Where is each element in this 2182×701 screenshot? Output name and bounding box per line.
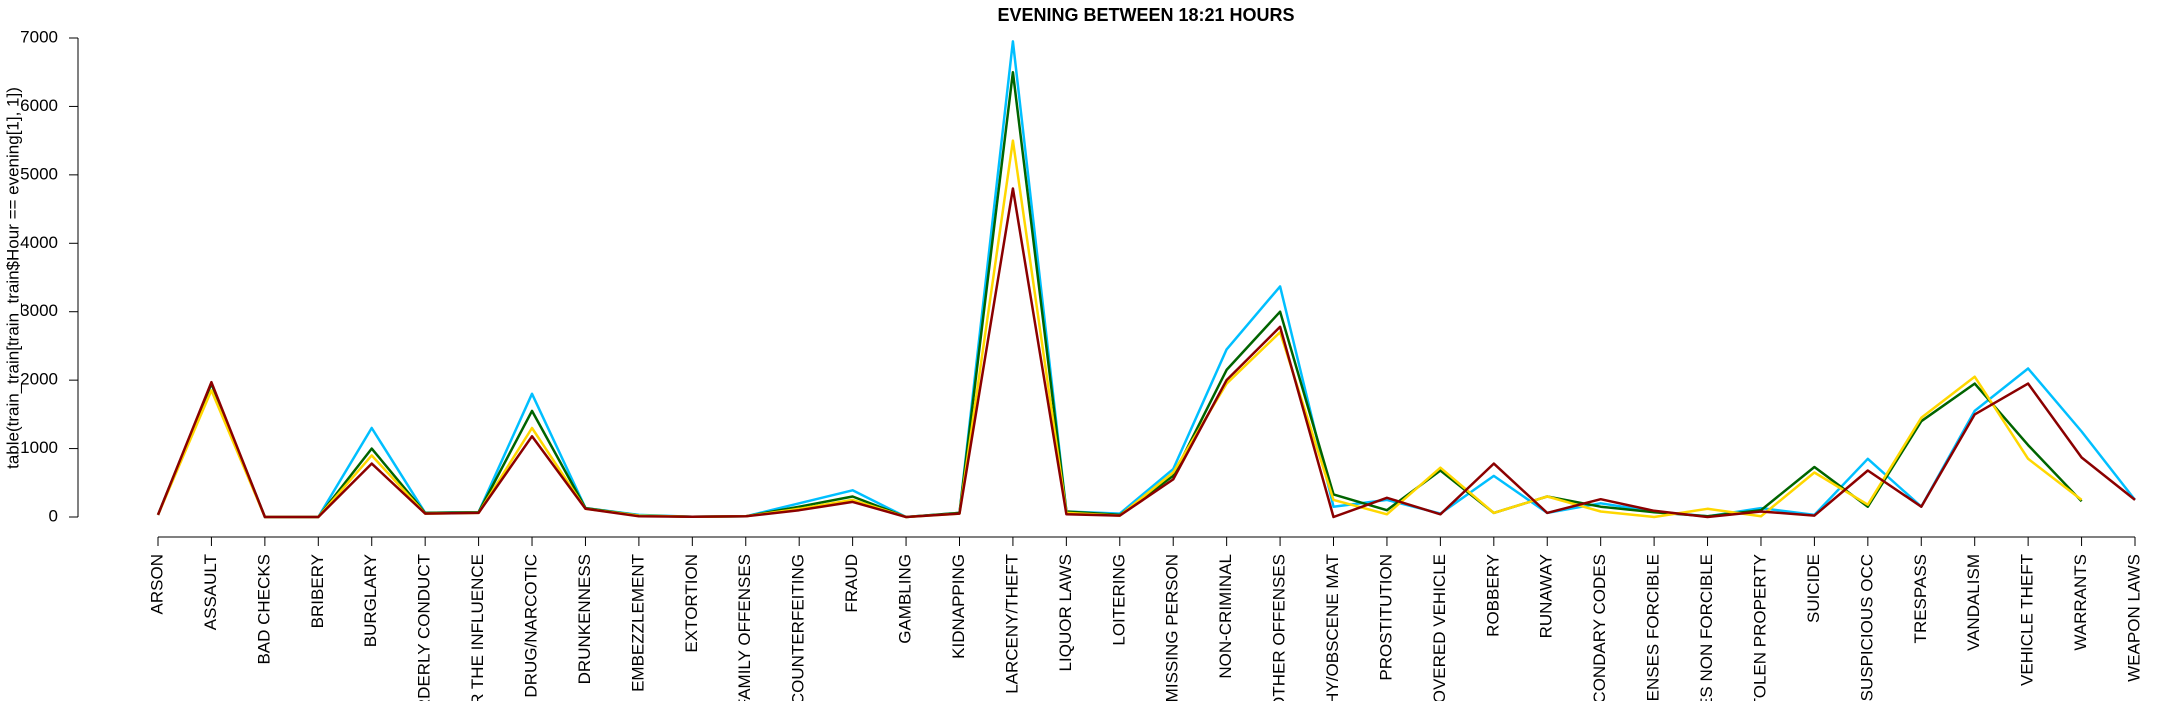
y-tick-label: 0 (49, 506, 58, 525)
x-tick-label: SUICIDE (1804, 554, 1823, 623)
x-tick-label: ECONDARY CODES (1590, 554, 1609, 701)
y-tick-label: 4000 (20, 233, 58, 252)
x-tick-label: ER THE INFLUENCE (468, 554, 487, 701)
x-tick-label: NON-CRIMINAL (1216, 554, 1235, 679)
x-tick-label: FAMILY OFFENSES (735, 554, 754, 701)
y-axis-label: table(train_train[train_train$Hour == ev… (3, 87, 22, 469)
x-tick-label: PROSTITUTION (1376, 554, 1395, 681)
x-tick-label: RUNAWAY (1537, 554, 1556, 638)
x-tick-label: OTHER OFFENSES (1270, 554, 1289, 701)
x-tick-label: KIDNAPPING (949, 554, 968, 659)
x-tick-label: EXTORTION (682, 554, 701, 653)
series-line (156, 40, 2136, 519)
x-tick-label: ASSAULT (201, 554, 220, 630)
y-tick-label: 2000 (20, 370, 58, 389)
x-tick-label: LOITERING (1109, 554, 1128, 646)
y-tick-label: 1000 (20, 438, 58, 457)
x-tick-label: DRUG/NARCOTIC (522, 554, 541, 698)
x-tick-label: FRAUD (842, 554, 861, 613)
x-tick-label: WARRANTS (2071, 554, 2090, 651)
series-line (156, 187, 2136, 519)
x-tick-label: COVERED VEHICLE (1430, 554, 1449, 701)
x-tick-label: GAMBLING (896, 554, 915, 644)
x-tick-label: BURGLARY (361, 554, 380, 647)
y-tick-label: 3000 (20, 301, 58, 320)
x-tick-label: EMBEZZLEMENT (628, 554, 647, 692)
series-line (156, 139, 2083, 519)
x-tick-label: BAD CHECKS (254, 554, 273, 665)
x-tick-label: TRESPASS (1911, 554, 1930, 643)
y-tick-label: 7000 (20, 27, 58, 46)
y-tick-label: 6000 (20, 96, 58, 115)
x-tick-label: VEHICLE THEFT (2018, 554, 2037, 686)
x-tick-label: LIQUOR LAWS (1056, 554, 1075, 671)
y-tick-label: 5000 (20, 164, 58, 183)
x-tick-label: BRIBERY (308, 554, 327, 628)
x-tick-label: LARCENY/THEFT (1002, 554, 1021, 694)
x-tick-label: VANDALISM (1964, 554, 1983, 651)
x-tick-label: Y/COUNTERFEITING (789, 554, 808, 701)
x-tick-label: WEAPON LAWS (2124, 554, 2143, 682)
x-tick-label: ARSON (147, 554, 166, 614)
series-line (156, 70, 2083, 519)
chart-title: EVENING BETWEEN 18:21 HOURS (997, 5, 1294, 25)
x-tick-label: RDERLY CONDUCT (415, 554, 434, 701)
x-tick-label: SUSPICIOUS OCC (1857, 554, 1876, 701)
x-tick-label: MISSING PERSON (1163, 554, 1182, 701)
x-tick-label: DRUNKENNESS (575, 554, 594, 684)
x-tick-label: FFENSES FORCIBLE (1644, 554, 1663, 701)
x-tick-label: STOLEN PROPERTY (1750, 554, 1769, 701)
x-tick-label: ROBBERY (1483, 554, 1502, 637)
x-tick-label: SES NON FORCIBLE (1697, 554, 1716, 701)
x-tick-label: PHY/OBSCENE MAT (1323, 554, 1342, 701)
